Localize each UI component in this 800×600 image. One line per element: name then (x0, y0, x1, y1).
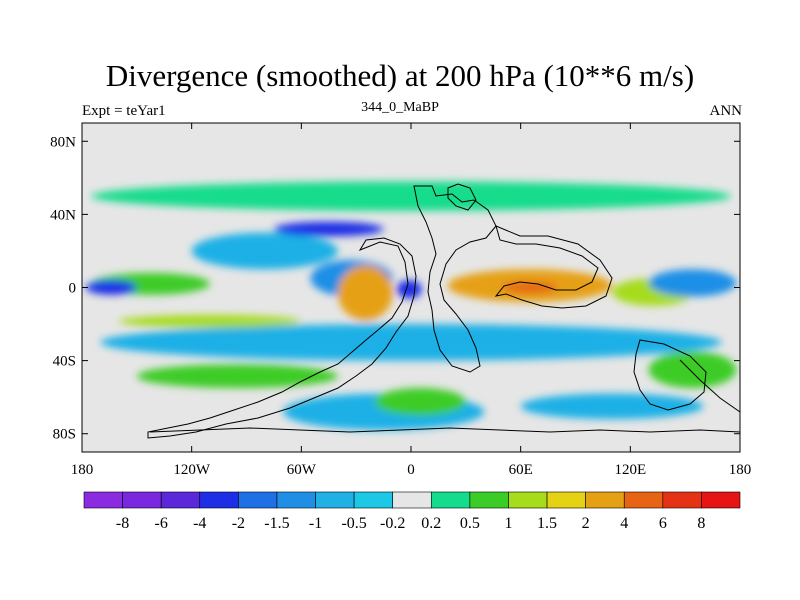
field-blob-7 (337, 265, 393, 321)
field-blob-13 (100, 324, 722, 361)
field-blob-17 (374, 388, 466, 416)
colorbar-swatch (430, 491, 471, 509)
colorbar-label: -2 (232, 515, 245, 532)
field-blob-10 (502, 282, 558, 293)
axes: 180 120W 60W 0 60E 120E 180 80N 40N 0 40S 80S (50, 123, 751, 478)
coastline-antarctica (149, 427, 740, 433)
colorbar-label: 1 (504, 515, 512, 532)
colorbar-swatch (315, 491, 355, 509)
x-tick-label: 120E (614, 462, 646, 478)
colorbar-label: -8 (116, 515, 129, 532)
field-blob-14 (118, 314, 302, 328)
colorbar-swatch (701, 491, 741, 509)
coastline-africa-europe (413, 185, 497, 373)
colorbar-swatch (392, 491, 432, 509)
x-tick-label: 180 (729, 462, 752, 478)
colorbar: -8 -6 -4 -2 -1.5 -1 -0.5 -0.2 0.2 0.5 1 1.5 2 4 6 8 (83, 491, 741, 532)
coastline-asia-australia (494, 225, 707, 411)
field-blob-19 (648, 351, 737, 389)
divergence-field (85, 181, 737, 431)
x-tick-label: 60W (287, 462, 317, 478)
colorbar-label: 1.5 (537, 515, 557, 532)
colorbar-label: 0.2 (421, 515, 441, 532)
colorbar-swatch (662, 491, 702, 509)
colorbar-swatch (122, 491, 162, 509)
y-tick-label: 80S (53, 427, 76, 443)
colorbar-label: -4 (193, 515, 206, 532)
y-tick-label: 40N (50, 207, 76, 223)
field-blob-2 (85, 280, 137, 295)
field-blob-15 (136, 364, 338, 389)
colorbar-label: -6 (155, 515, 168, 532)
colorbar-swatch (276, 491, 316, 509)
experiment-label: Expt = teYar1 (82, 103, 166, 119)
y-tick-label: 80N (50, 134, 76, 150)
colorbar-swatch (83, 491, 123, 509)
field-blob-3 (191, 232, 338, 270)
colorbar-swatch (353, 491, 394, 509)
chart-title: Divergence (smoothed) at 200 hPa (10**6 … (105, 58, 695, 93)
field-blob-0 (91, 181, 731, 211)
y-tick-label: 40S (53, 354, 76, 370)
colorbar-label: 2 (582, 515, 590, 532)
colorbar-swatch (508, 491, 548, 509)
period-label: 344_0_MaBP (361, 100, 439, 115)
x-tick-label: 60E (509, 462, 533, 478)
colorbar-swatch (238, 491, 278, 509)
colorbar-label: 6 (659, 515, 667, 532)
colorbar-label: 0.5 (460, 515, 480, 532)
colorbar-label: 4 (620, 515, 628, 532)
colorbar-swatch (623, 491, 664, 509)
coastline-americas (147, 237, 417, 439)
coastline-greenland (447, 183, 477, 211)
field-blob-18 (520, 393, 704, 420)
colorbar-label: 8 (697, 515, 705, 532)
colorbar-label: -0.5 (341, 515, 366, 532)
field-blob-8 (396, 280, 422, 299)
colorbar-label: -1 (309, 515, 322, 532)
coastline-outlines (147, 183, 740, 439)
colorbar-swatch (585, 491, 625, 509)
colorbar-label: -1.5 (264, 515, 289, 532)
y-tick-label: 0 (69, 281, 77, 297)
colorbar-swatch (199, 491, 239, 509)
x-tick-label: 180 (71, 462, 94, 478)
x-tick-label: 0 (407, 462, 415, 478)
x-tick-label: 120W (173, 462, 211, 478)
colorbar-swatch (160, 491, 201, 509)
field-blob-12 (648, 269, 737, 297)
colorbar-swatch (546, 491, 586, 509)
coastline-southern-edge (679, 359, 740, 413)
colorbar-label: -0.2 (380, 515, 405, 532)
colorbar-swatch (469, 491, 509, 509)
field-blob-4 (273, 221, 384, 237)
season-label: ANN (709, 103, 743, 119)
